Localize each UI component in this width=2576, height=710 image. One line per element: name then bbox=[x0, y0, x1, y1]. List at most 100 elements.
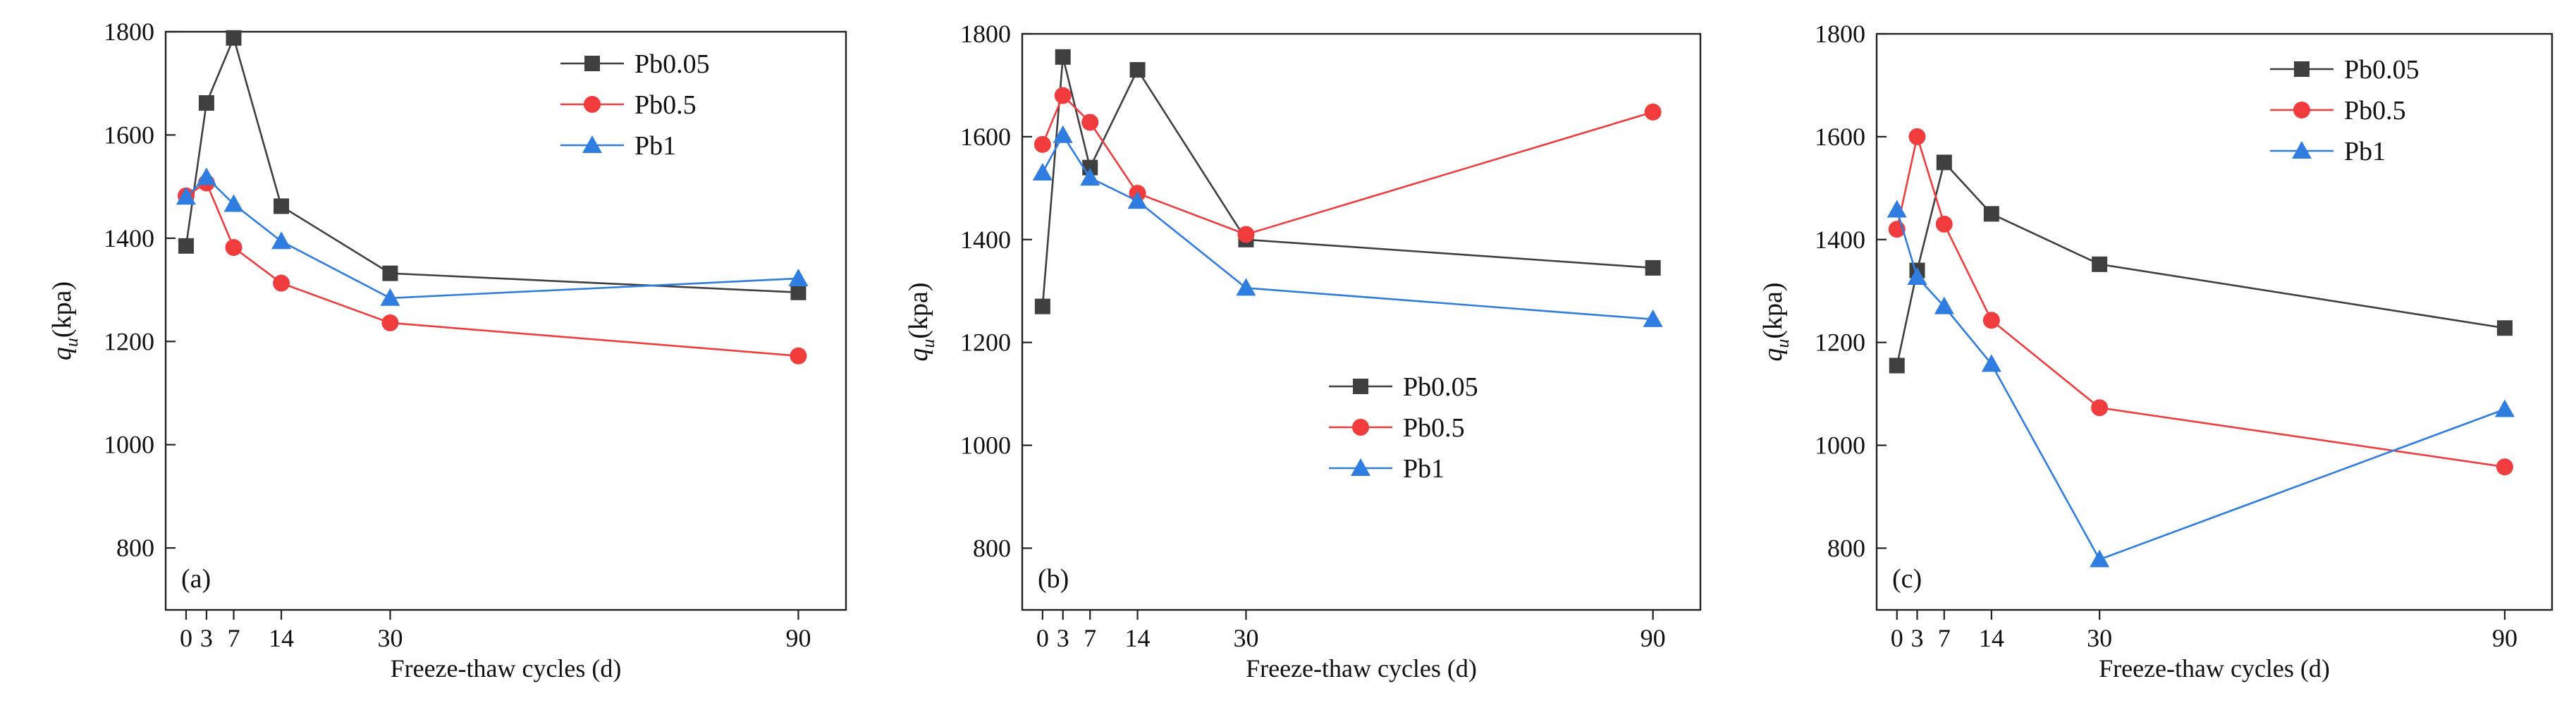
legend-label: Pb1 bbox=[1403, 454, 1445, 484]
x-tick-label: 30 bbox=[1233, 624, 1258, 652]
x-tick-label: 3 bbox=[200, 624, 213, 652]
data-point bbox=[380, 288, 400, 306]
legend-marker bbox=[584, 56, 600, 71]
data-point bbox=[1032, 162, 1053, 180]
panel-label: (a) bbox=[181, 564, 211, 594]
y-tick-label: 1400 bbox=[1815, 226, 1865, 254]
panel-label: (b) bbox=[1038, 564, 1069, 594]
y-tick-label: 1400 bbox=[104, 224, 154, 252]
y-axis-label-sub: u bbox=[918, 339, 938, 348]
series-line bbox=[1041, 56, 1653, 307]
y-axis-label-main: q bbox=[47, 347, 77, 360]
y-tick-label: 800 bbox=[973, 534, 1011, 562]
data-point bbox=[2092, 256, 2108, 272]
data-point bbox=[2091, 399, 2109, 417]
legend-marker bbox=[2292, 141, 2312, 159]
y-axis-label: qu(kpa) bbox=[904, 282, 938, 361]
data-point bbox=[1981, 354, 2001, 372]
x-tick-label: 7 bbox=[1938, 624, 1951, 652]
x-tick-label: 14 bbox=[1125, 624, 1151, 652]
data-point bbox=[1935, 215, 1953, 233]
series-pb0-5 bbox=[1888, 128, 2513, 476]
y-tick-label: 1000 bbox=[1815, 431, 1865, 460]
data-point bbox=[790, 284, 806, 300]
data-point bbox=[1982, 312, 2000, 329]
chart-panel-2: 800 1000 1200 1400 1600 1800 0 3 7 14 30 90 Freeze-t… bbox=[904, 20, 1702, 683]
series-pb0-05 bbox=[178, 30, 806, 300]
data-point bbox=[1081, 114, 1099, 131]
legend-label: Pb0.05 bbox=[2344, 55, 2419, 85]
legend-label: Pb1 bbox=[2344, 137, 2386, 166]
series-pb1 bbox=[1887, 200, 2515, 568]
y-tick-label: 1000 bbox=[104, 431, 154, 459]
legend-marker bbox=[2293, 102, 2310, 118]
x-axis-label: Freeze-thaw cycles (d) bbox=[391, 654, 622, 683]
legend-marker bbox=[2294, 61, 2310, 77]
data-point bbox=[274, 198, 290, 214]
data-point bbox=[1055, 49, 1071, 65]
y-tick-label: 1400 bbox=[960, 226, 1011, 254]
x-tick-label: 30 bbox=[2087, 624, 2112, 652]
data-point bbox=[1887, 200, 1907, 218]
data-point bbox=[1237, 226, 1255, 243]
legend-marker bbox=[1351, 458, 1370, 476]
data-point bbox=[1644, 103, 1662, 121]
chart-panel-1: 800 1000 1200 1400 1600 1800 0 3 7 14 30 90 Freeze-t… bbox=[47, 18, 847, 683]
y-axis-label: qu(kpa) bbox=[47, 281, 82, 360]
plot-frame bbox=[1875, 32, 2553, 611]
legend-label: Pb0.5 bbox=[1403, 413, 1465, 443]
y-tick-label: 800 bbox=[1827, 534, 1865, 562]
y-tick-label: 1600 bbox=[960, 123, 1011, 151]
x-tick-label: 3 bbox=[1057, 624, 1069, 652]
legend: Pb0.05 Pb0.5 Pb1 bbox=[1329, 372, 1478, 484]
series-pb1 bbox=[1032, 125, 1663, 327]
legend-label: Pb0.05 bbox=[634, 49, 710, 79]
legend: Pb0.05 Pb0.5 Pb1 bbox=[560, 49, 710, 161]
data-point bbox=[1934, 296, 1954, 314]
data-point bbox=[1129, 62, 1146, 78]
y-axis-label-unit: (kpa) bbox=[1758, 282, 1788, 338]
data-point bbox=[1936, 154, 1952, 171]
series-pb0-5 bbox=[177, 174, 807, 365]
legend-label: Pb1 bbox=[634, 131, 676, 161]
x-tick-label: 90 bbox=[1640, 624, 1666, 652]
x-tick-label: 14 bbox=[1979, 624, 2004, 652]
series-line bbox=[1041, 94, 1654, 235]
legend-label: Pb0.05 bbox=[1403, 372, 1478, 402]
data-point bbox=[1983, 206, 1999, 222]
x-tick-label: 7 bbox=[1084, 624, 1096, 652]
data-point bbox=[381, 314, 399, 331]
y-axis-label-sub: u bbox=[1772, 339, 1793, 348]
data-point bbox=[226, 30, 242, 46]
legend-marker bbox=[1352, 419, 1369, 436]
data-point bbox=[1080, 168, 1100, 186]
y-tick-label: 1000 bbox=[960, 431, 1011, 460]
x-axis-label: Freeze-thaw cycles (d) bbox=[1246, 654, 1477, 683]
y-axis-label-unit: (kpa) bbox=[47, 281, 77, 338]
data-point bbox=[273, 274, 290, 292]
legend-label: Pb0.5 bbox=[634, 90, 697, 120]
data-point bbox=[1645, 259, 1661, 276]
data-point bbox=[223, 194, 244, 212]
series-pb1 bbox=[176, 167, 809, 306]
series-pb0-5 bbox=[1034, 87, 1662, 243]
x-tick-label: 90 bbox=[785, 624, 811, 652]
y-tick-label: 1600 bbox=[1815, 123, 1865, 151]
y-axis-label-main: q bbox=[1758, 348, 1788, 362]
series-line bbox=[1896, 160, 2506, 366]
data-point bbox=[178, 238, 194, 254]
data-point bbox=[271, 231, 292, 250]
x-tick-label: 0 bbox=[180, 624, 192, 652]
series-line bbox=[1896, 133, 2506, 468]
y-axis-label-sub: u bbox=[61, 338, 82, 347]
x-tick-label: 14 bbox=[269, 624, 294, 652]
data-point bbox=[1907, 267, 1927, 286]
data-point bbox=[2494, 399, 2515, 417]
y-tick-label: 800 bbox=[116, 534, 154, 562]
y-tick-label: 1800 bbox=[960, 20, 1011, 48]
data-point bbox=[1054, 87, 1072, 104]
data-point bbox=[196, 167, 216, 185]
legend-label: Pb0.5 bbox=[2344, 96, 2406, 126]
data-point bbox=[198, 95, 214, 111]
